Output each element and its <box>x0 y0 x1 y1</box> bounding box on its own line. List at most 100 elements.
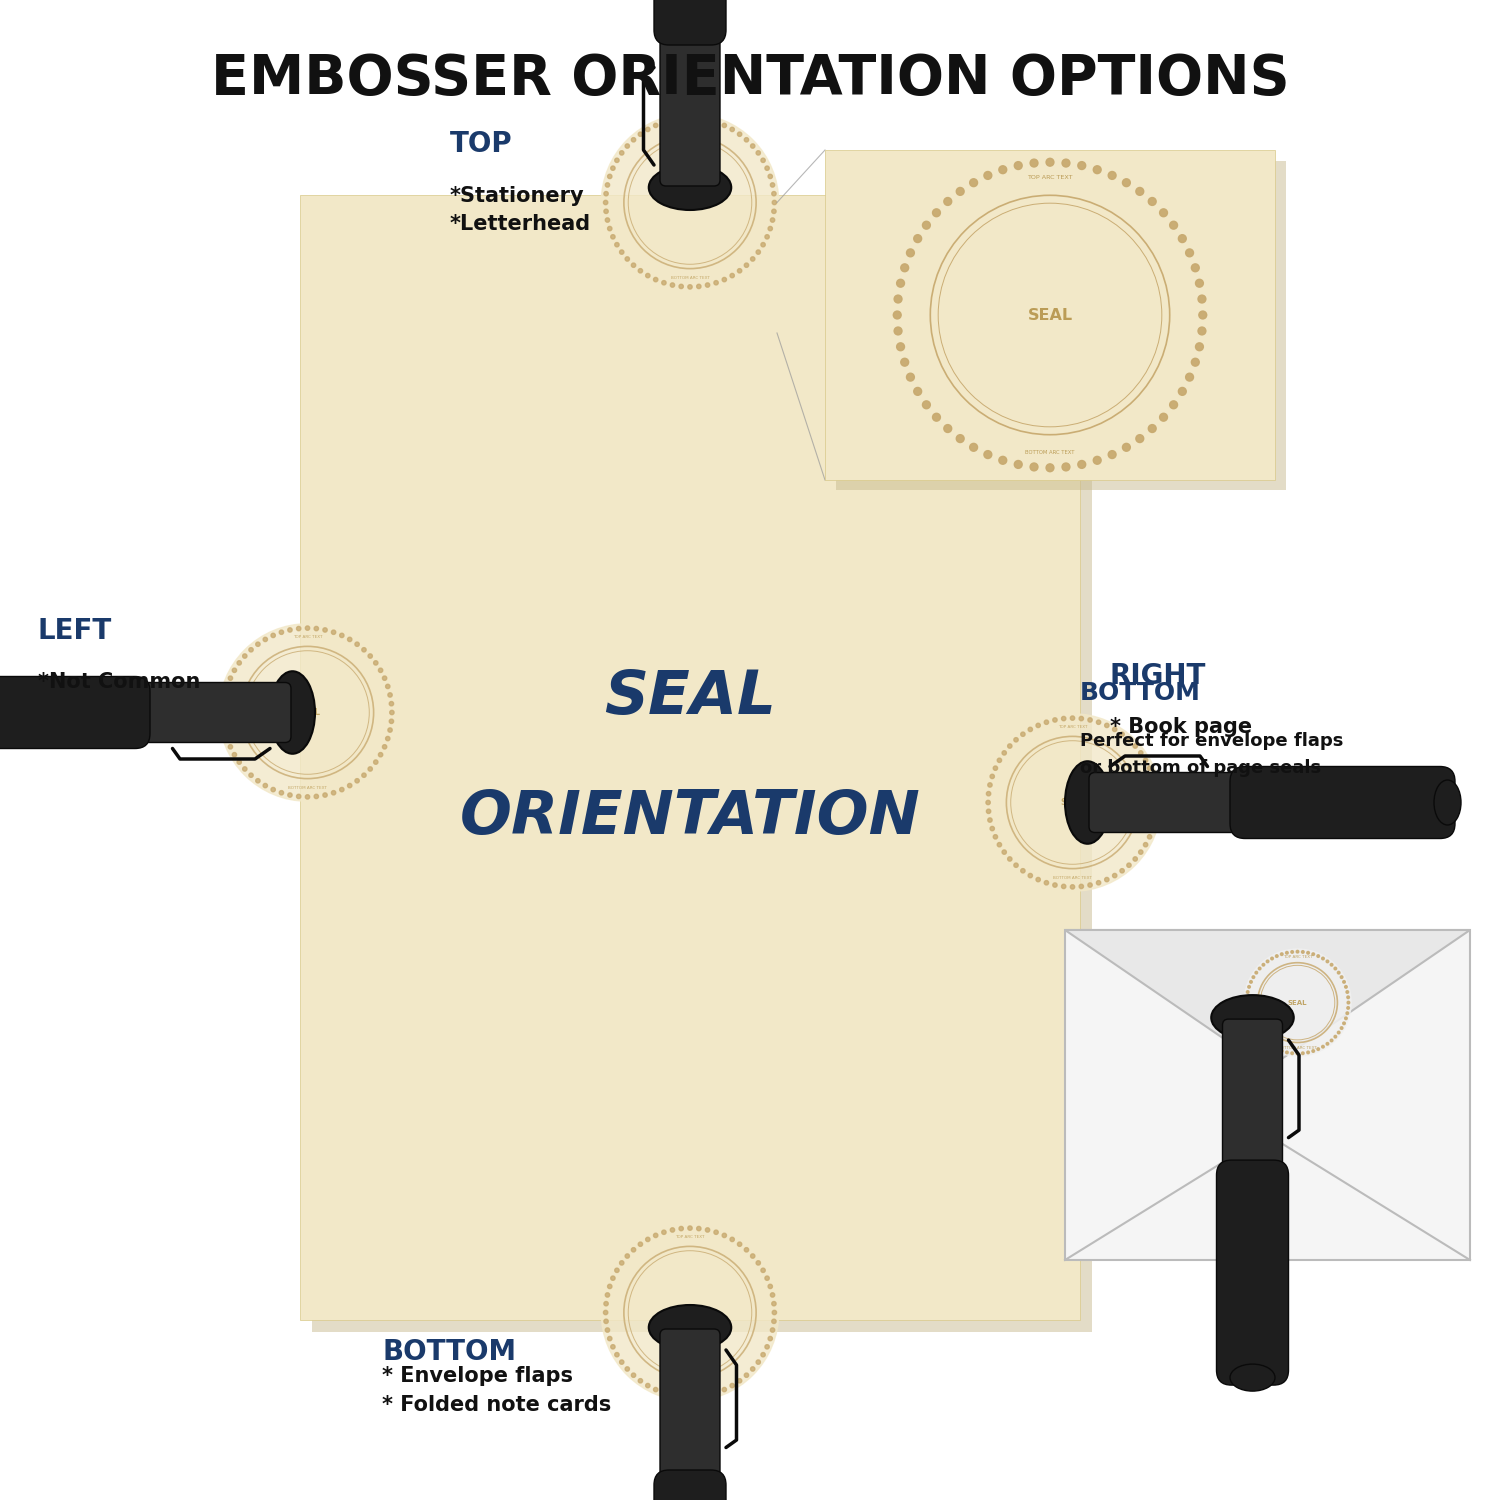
Circle shape <box>645 273 650 278</box>
Circle shape <box>680 285 684 288</box>
Circle shape <box>606 217 609 222</box>
Circle shape <box>696 1395 700 1398</box>
Circle shape <box>1138 750 1143 754</box>
Circle shape <box>626 1254 630 1258</box>
Circle shape <box>362 648 366 652</box>
Circle shape <box>756 1260 760 1264</box>
Circle shape <box>768 226 772 231</box>
Circle shape <box>1078 460 1086 468</box>
Circle shape <box>670 1228 675 1232</box>
Circle shape <box>620 150 624 154</box>
Circle shape <box>902 358 909 366</box>
Text: SEAL: SEAL <box>678 198 702 207</box>
Circle shape <box>1248 1017 1251 1020</box>
Circle shape <box>604 209 608 213</box>
Circle shape <box>314 627 318 630</box>
Circle shape <box>306 626 309 630</box>
Circle shape <box>771 1328 774 1332</box>
Circle shape <box>1342 1022 1346 1025</box>
Circle shape <box>1256 972 1257 974</box>
Circle shape <box>772 1318 776 1323</box>
Circle shape <box>378 668 382 672</box>
Circle shape <box>1248 986 1251 988</box>
Circle shape <box>272 633 276 638</box>
Text: BOTTOM ARC TEXT: BOTTOM ARC TEXT <box>1026 450 1074 454</box>
Circle shape <box>262 638 267 642</box>
Circle shape <box>225 684 230 688</box>
Circle shape <box>906 249 915 256</box>
Text: *Stationery: *Stationery <box>450 186 585 206</box>
Circle shape <box>902 264 909 272</box>
Text: SEAL: SEAL <box>1287 999 1306 1005</box>
Circle shape <box>1088 884 1092 886</box>
Circle shape <box>1244 950 1352 1056</box>
Circle shape <box>744 1248 748 1252</box>
Circle shape <box>993 834 998 839</box>
Circle shape <box>662 1390 666 1395</box>
Circle shape <box>738 1242 742 1246</box>
Circle shape <box>998 843 1002 848</box>
FancyBboxPatch shape <box>312 207 1092 1332</box>
Circle shape <box>1196 344 1203 351</box>
Circle shape <box>998 758 1002 762</box>
Circle shape <box>1020 732 1025 736</box>
Circle shape <box>990 774 994 778</box>
Circle shape <box>356 778 360 783</box>
Circle shape <box>984 171 992 180</box>
Circle shape <box>1326 960 1329 963</box>
Text: TOP ARC TEXT: TOP ARC TEXT <box>1058 724 1088 729</box>
Circle shape <box>1344 1017 1347 1020</box>
Circle shape <box>722 123 726 128</box>
Circle shape <box>606 1293 609 1298</box>
Circle shape <box>1326 1042 1329 1046</box>
Text: SEAL: SEAL <box>604 668 776 728</box>
Circle shape <box>1020 868 1025 873</box>
Circle shape <box>1258 1035 1262 1038</box>
Circle shape <box>602 114 778 291</box>
Text: BOTTOM: BOTTOM <box>1080 681 1202 705</box>
Circle shape <box>1191 358 1198 366</box>
Circle shape <box>388 693 392 698</box>
Circle shape <box>988 818 992 822</box>
Circle shape <box>1250 981 1252 982</box>
Circle shape <box>1275 956 1278 957</box>
Circle shape <box>750 144 754 148</box>
Text: *Not Common: *Not Common <box>38 672 200 692</box>
Circle shape <box>1196 279 1203 286</box>
Circle shape <box>237 660 242 664</box>
Circle shape <box>322 794 327 796</box>
Circle shape <box>1246 990 1250 993</box>
Circle shape <box>1330 1040 1334 1042</box>
Circle shape <box>1258 968 1262 970</box>
FancyBboxPatch shape <box>1216 1160 1288 1384</box>
Circle shape <box>1246 1013 1250 1014</box>
Circle shape <box>1071 885 1074 890</box>
Circle shape <box>645 1383 650 1388</box>
Circle shape <box>1126 738 1131 742</box>
Text: BOTTOM ARC TEXT: BOTTOM ARC TEXT <box>670 1386 710 1390</box>
Text: BOTTOM ARC TEXT: BOTTOM ARC TEXT <box>288 786 327 790</box>
Circle shape <box>620 251 624 255</box>
Circle shape <box>768 1284 772 1288</box>
Circle shape <box>1149 424 1156 432</box>
Circle shape <box>382 676 387 681</box>
Circle shape <box>1138 850 1143 855</box>
Circle shape <box>237 760 242 765</box>
Circle shape <box>1185 374 1194 381</box>
Circle shape <box>1113 873 1118 877</box>
Circle shape <box>368 766 372 771</box>
Circle shape <box>1296 951 1299 952</box>
Circle shape <box>1266 960 1269 963</box>
Circle shape <box>1160 414 1167 422</box>
FancyBboxPatch shape <box>836 160 1286 491</box>
Circle shape <box>1002 850 1007 855</box>
Polygon shape <box>1065 930 1470 1068</box>
Circle shape <box>760 243 765 248</box>
FancyBboxPatch shape <box>654 1470 726 1500</box>
Circle shape <box>249 648 254 652</box>
Circle shape <box>638 1242 642 1246</box>
Circle shape <box>1347 1002 1350 1004</box>
Circle shape <box>969 178 978 186</box>
Circle shape <box>768 1336 772 1341</box>
Circle shape <box>1053 884 1058 886</box>
